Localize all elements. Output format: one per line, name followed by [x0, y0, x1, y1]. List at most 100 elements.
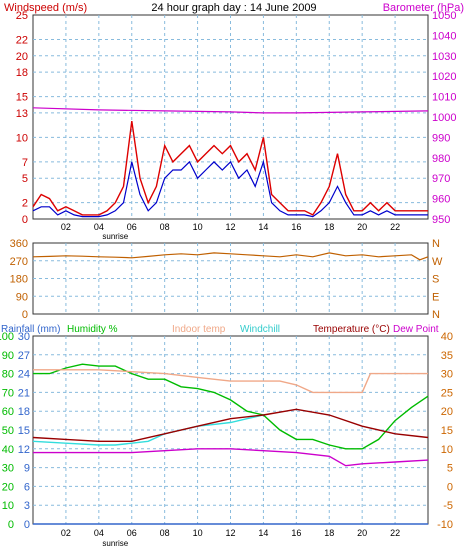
humidity-axis-tick: 60	[2, 406, 14, 418]
legend-indoor: Indoor temp	[172, 324, 226, 335]
wind-panel-x-tick: 18	[324, 222, 334, 232]
rainfall-axis-tick: 30	[18, 331, 30, 343]
wind-panel-x-tick: 20	[357, 222, 367, 232]
temperature-axis-tick: 15	[441, 425, 453, 437]
legend-windchill: Windchill	[240, 324, 280, 335]
humidity-axis-tick: 30	[2, 463, 14, 475]
legend-rainfall: Rainfall (mm)	[1, 324, 60, 335]
barometer-axis-tick: 1040	[432, 30, 456, 42]
legend-humidity: Humidity %	[67, 324, 118, 335]
barometer-title: Barometer (hPa)	[383, 2, 464, 14]
temperature-axis-tick: -5	[443, 500, 453, 512]
temperature-axis-tick: 30	[441, 369, 453, 381]
barometer-axis-tick: 980	[432, 153, 450, 165]
barometer-axis-tick: 960	[432, 194, 450, 206]
average-wind-line	[32, 159, 428, 218]
indoor-temp-line	[33, 369, 428, 394]
windspeed-axis-tick: 10	[16, 132, 28, 144]
temperature-axis-tick: 20	[441, 406, 453, 418]
barometer-axis-tick: 1050	[432, 10, 456, 22]
rainfall-axis-tick: 21	[18, 387, 30, 399]
direction-axis-tick: 270	[10, 256, 28, 268]
windspeed-axis-tick: 18	[16, 67, 28, 79]
wind-panel-x-tick: 22	[390, 222, 400, 232]
humidity-axis-tick: 90	[2, 350, 14, 362]
temp-panel-x-tick: 04	[94, 528, 104, 538]
temperature-axis-tick: 35	[441, 350, 453, 362]
windspeed-axis-tick: 5	[22, 173, 28, 185]
barometer-axis-tick: 950	[432, 214, 450, 226]
dew-point-line	[33, 448, 429, 467]
temp-panel-x-tick: 14	[258, 528, 268, 538]
temp-panel-x-tick: 02	[61, 528, 71, 538]
rainfall-axis-tick: 18	[18, 406, 30, 418]
rainfall-axis-tick: 24	[18, 369, 30, 381]
wind-panel-x-tick: 06	[127, 222, 137, 232]
direction-axis-tick: 90	[16, 291, 28, 303]
rainfall-axis-tick: 3	[24, 500, 30, 512]
humidity-axis-tick: 80	[2, 369, 14, 381]
wind-panel-x-tick: 10	[193, 222, 203, 232]
legend-dew-point: Dew Point	[393, 324, 439, 335]
windspeed-axis-tick: 22	[16, 34, 28, 46]
sunrise-label: sunrise	[102, 232, 128, 241]
wind-panel-x-tick: 16	[291, 222, 301, 232]
wind-panel-x-tick: 04	[94, 222, 104, 232]
windspeed-axis-tick: 7	[22, 157, 28, 169]
temp-panel-x-tick: 08	[160, 528, 170, 538]
windspeed-axis-tick: 25	[16, 10, 28, 22]
barometer-axis-tick: 1020	[432, 71, 456, 83]
humidity-axis-tick: 50	[2, 425, 14, 437]
humidity-axis-tick: 100	[0, 331, 14, 343]
gust-line	[32, 121, 428, 216]
barometer-axis-tick: 1030	[432, 51, 456, 63]
wind-panel-x-tick: 08	[160, 222, 170, 232]
temp-panel-x-tick: 16	[291, 528, 301, 538]
windspeed-axis-tick: 0	[22, 214, 28, 226]
direction-axis-tick: 360	[10, 238, 28, 250]
rainfall-axis-tick: 0	[24, 519, 30, 531]
windspeed-axis-tick: 13	[16, 108, 28, 120]
temp-panel-x-tick: 06	[127, 528, 137, 538]
compass-label: E	[432, 291, 439, 303]
temp-panel-x-tick: 18	[324, 528, 334, 538]
windspeed-axis-tick: 15	[16, 92, 28, 104]
humidity-axis-tick: 0	[8, 519, 14, 531]
humidity-axis-tick: 20	[2, 481, 14, 493]
wind-panel-x-tick: 12	[225, 222, 235, 232]
direction-axis-tick: 0	[22, 309, 28, 321]
barometer-axis-tick: 1010	[432, 92, 456, 104]
rainfall-axis-tick: 6	[24, 481, 30, 493]
compass-label: N	[432, 238, 440, 250]
humidity-line	[33, 363, 429, 450]
temperature-axis-tick: 0	[447, 481, 453, 493]
compass-label: N	[432, 309, 440, 321]
direction-line	[32, 252, 429, 261]
temperature-axis-tick: 5	[447, 463, 453, 475]
temperature-line	[32, 408, 429, 442]
temperature-axis-tick: 40	[441, 331, 453, 343]
humidity-axis-tick: 10	[2, 500, 14, 512]
temp-panel-frame	[32, 335, 429, 525]
rainfall-axis-tick: 27	[18, 350, 30, 362]
temp-panel-x-tick: 10	[193, 528, 203, 538]
direction-axis-tick: 180	[10, 274, 28, 286]
windspeed-axis-tick: 2	[22, 198, 28, 210]
wind-panel-x-tick: 14	[258, 222, 268, 232]
temp-panel-x-tick: 12	[225, 528, 235, 538]
temperature-axis-tick: -10	[437, 519, 453, 531]
temp-panel-x-tick: 20	[357, 528, 367, 538]
barometer-line	[32, 107, 429, 114]
barometer-axis-tick: 1000	[432, 112, 456, 124]
humidity-axis-tick: 40	[2, 444, 14, 456]
windspeed-title: Windspeed (m/s)	[4, 2, 87, 14]
humidity-axis-tick: 70	[2, 387, 14, 399]
barometer-axis-tick: 990	[432, 132, 450, 144]
rainfall-axis-tick: 15	[18, 425, 30, 437]
wind-panel-x-tick: 02	[61, 222, 71, 232]
legend-temperature: Temperature (°C)	[313, 324, 390, 335]
compass-label: W	[432, 256, 443, 268]
windspeed-axis-tick: 20	[16, 51, 28, 63]
rainfall-axis-tick: 12	[18, 444, 30, 456]
